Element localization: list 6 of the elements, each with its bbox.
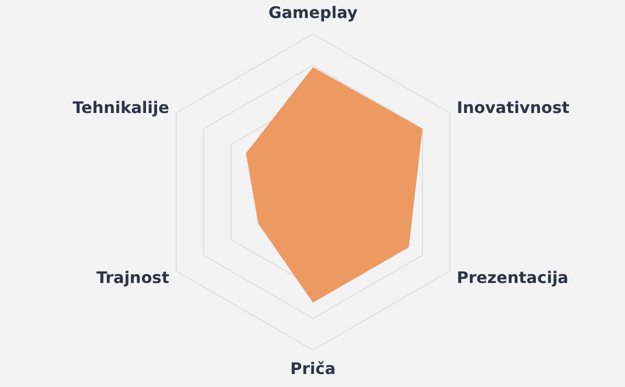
spoke-label: Prezentacija	[456, 268, 568, 287]
spoke-label: Tehnikalije	[72, 98, 170, 117]
spoke-label: Inovativnost	[456, 98, 570, 117]
spoke-label: Priča	[290, 359, 336, 378]
spoke-label: Trajnost	[96, 268, 170, 287]
spoke-label: Gameplay	[268, 3, 358, 22]
